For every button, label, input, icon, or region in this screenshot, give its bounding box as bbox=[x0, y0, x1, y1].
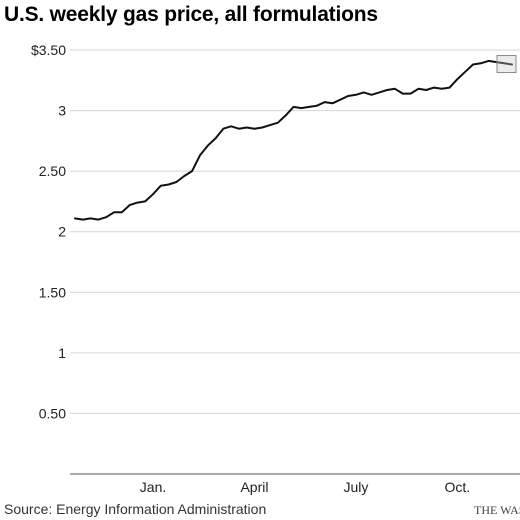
y-tick-label: 1.50 bbox=[39, 284, 66, 300]
x-tick-label: July bbox=[343, 479, 368, 495]
y-tick-label: 2.50 bbox=[39, 163, 66, 179]
x-tick-label: Oct. bbox=[445, 479, 471, 495]
x-tick-label: April bbox=[240, 479, 268, 495]
series-line-gas-price bbox=[74, 59, 513, 221]
series-layer bbox=[74, 55, 517, 221]
x-axis-tick-labels: Jan. April July Oct. bbox=[140, 479, 470, 495]
publisher-credit: THE WASHINGTON POST bbox=[474, 503, 520, 517]
chart-title: U.S. weekly gas price, all formulations bbox=[4, 3, 378, 26]
y-tick-label: 1 bbox=[58, 345, 66, 361]
grid-lines bbox=[70, 49, 520, 475]
x-tick-label: Jan. bbox=[140, 479, 166, 495]
y-tick-label: 2 bbox=[58, 224, 66, 240]
y-tick-label: 0.50 bbox=[39, 405, 66, 421]
y-axis-tick-labels: $3.50 3 2.50 2 1.50 1 0.50 bbox=[31, 42, 66, 421]
source-note: Source: Energy Information Administratio… bbox=[4, 501, 267, 517]
latest-value-marker bbox=[496, 55, 517, 74]
y-tick-label: 3 bbox=[58, 103, 66, 119]
y-tick-label: $3.50 bbox=[31, 42, 66, 58]
